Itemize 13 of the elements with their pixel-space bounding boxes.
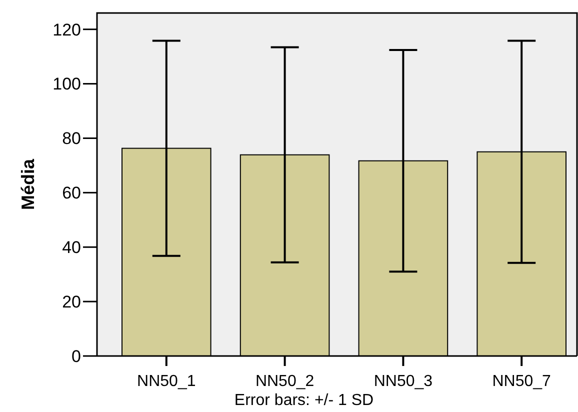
y-axis-title: Média	[18, 158, 38, 210]
x-tick-label: NN50_7	[492, 373, 552, 390]
x-tick-label: NN50_1	[137, 373, 196, 390]
text: Error bars: +/- 1 SD	[234, 392, 374, 409]
y-tick-label: 120	[52, 20, 81, 40]
y-tick-label: 100	[52, 74, 81, 94]
y-tick-label: 20	[62, 292, 81, 312]
y-tick-label: 0	[72, 346, 81, 366]
y-tick-label: 40	[62, 238, 81, 258]
y-tick-label: 60	[62, 184, 81, 203]
x-tick-label: NN50_2	[255, 373, 314, 390]
x-tick-label: NN50_3	[374, 373, 433, 390]
y-tick-label: 80	[62, 129, 81, 148]
